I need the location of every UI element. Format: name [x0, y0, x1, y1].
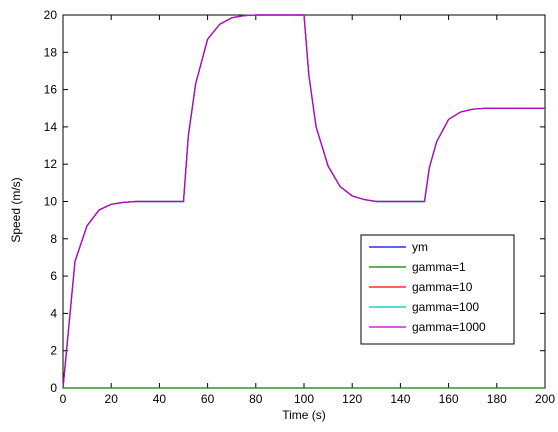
x-tick-label: 160 [439, 392, 459, 406]
y-tick-label: 0 [50, 381, 57, 395]
y-tick-label: 20 [44, 8, 58, 22]
x-axis-label: Time (s) [282, 408, 326, 422]
series-lines [62, 14, 545, 389]
legend-entry-label: gamma=1 [412, 260, 466, 274]
x-tick-label: 100 [294, 392, 314, 406]
y-axis-label: Speed (m/s) [9, 177, 23, 242]
x-tick-label: 20 [105, 392, 119, 406]
legend-box [360, 234, 515, 345]
y-tick-label: 18 [44, 45, 58, 59]
x-tick-label: 40 [153, 392, 167, 406]
legend-entry-label: gamma=10 [412, 280, 473, 294]
x-tick-label: 180 [487, 392, 507, 406]
y-tick-label: 6 [50, 269, 57, 283]
series-line-gamma-1000 [62, 14, 545, 389]
y-tick-label: 14 [44, 120, 58, 134]
legend-entry-label: gamma=1000 [412, 320, 486, 334]
legend-entry-label: gamma=100 [412, 300, 479, 314]
x-tick-label: 200 [535, 392, 555, 406]
y-tick-label: 16 [44, 83, 58, 97]
legend-entry-label: ym [412, 240, 428, 254]
x-tick-label: 0 [60, 392, 67, 406]
y-tick-label: 8 [50, 232, 57, 246]
x-tick-label: 80 [249, 392, 263, 406]
y-tick-label: 2 [50, 344, 57, 358]
x-tick-label: 120 [342, 392, 362, 406]
y-tick-label: 4 [50, 306, 57, 320]
x-tick-label: 60 [201, 392, 215, 406]
legend: ym gamma=1 gamma=10 gamma=100 gamma=1000 [360, 234, 515, 345]
x-tick-label: 140 [390, 392, 410, 406]
y-tick-label: 10 [44, 195, 58, 209]
y-tick-label: 12 [44, 157, 58, 171]
